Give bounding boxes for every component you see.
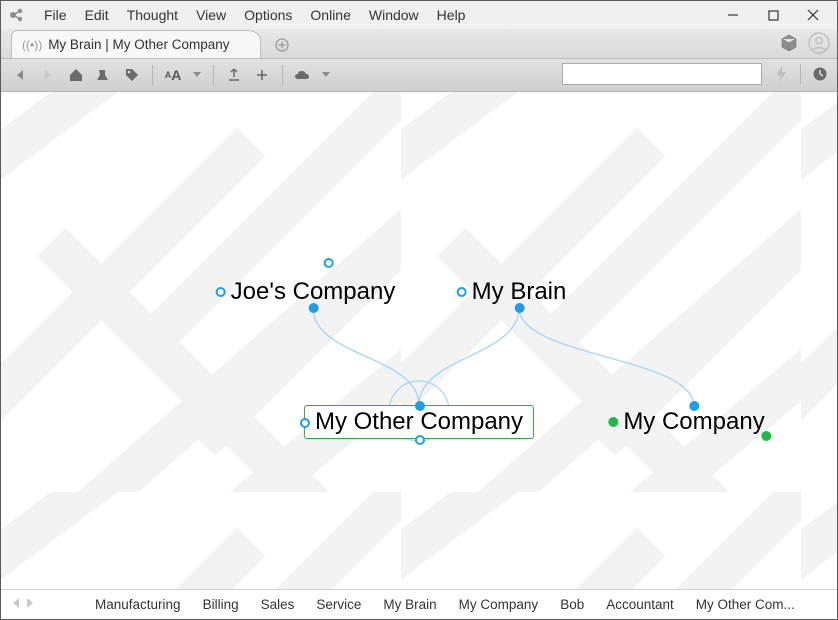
toolbar-separator — [282, 65, 283, 85]
node-port[interactable] — [216, 287, 226, 297]
node-port[interactable] — [457, 287, 467, 297]
menu-help[interactable]: Help — [428, 3, 475, 27]
node-port[interactable] — [689, 401, 699, 411]
search-input[interactable] — [563, 64, 761, 84]
menu-file[interactable]: File — [35, 3, 76, 27]
pins-bar: Manufacturing Billing Sales Service My Brain… — [1, 589, 837, 619]
tab-strip: ((•)) My Brain | My Other Company — [1, 29, 837, 59]
menu-online[interactable]: Online — [301, 3, 359, 27]
pin-item[interactable]: Billing — [203, 597, 239, 612]
node-port[interactable] — [415, 435, 425, 445]
pin-item[interactable]: Service — [316, 597, 361, 612]
close-button[interactable] — [793, 3, 833, 27]
nav-forward-button[interactable] — [37, 64, 59, 86]
menu-view[interactable]: View — [187, 3, 235, 27]
pins-forward-button[interactable] — [25, 597, 35, 612]
layout-expand-button[interactable] — [223, 64, 245, 86]
cloud-dropdown[interactable] — [320, 64, 332, 86]
pin-item[interactable]: My Brain — [383, 597, 436, 612]
toolbar-separator — [152, 65, 153, 85]
home-button[interactable] — [65, 64, 87, 86]
new-tab-button[interactable] — [269, 32, 295, 58]
instant-activate-button[interactable] — [770, 63, 792, 85]
menu-edit[interactable]: Edit — [76, 3, 118, 27]
node-port[interactable] — [514, 303, 524, 313]
pins-back-button[interactable] — [11, 597, 21, 612]
menu-options[interactable]: Options — [235, 3, 301, 27]
app-logo-icon — [7, 5, 27, 25]
pin-item[interactable]: My Other Com... — [696, 597, 795, 612]
search-box[interactable] — [562, 63, 762, 85]
menu-items: FileEditThoughtViewOptionsOnlineWindowHe… — [35, 3, 474, 27]
timeline-button[interactable] — [809, 63, 831, 85]
user-profile-icon[interactable] — [807, 31, 831, 55]
plex-canvas[interactable]: Joe's Company My Brain My Other Company My … — [1, 92, 837, 589]
text-size-button[interactable]: AA — [162, 64, 184, 86]
thought-node[interactable]: My Company — [613, 406, 774, 438]
menu-bar: FileEditThoughtViewOptionsOnlineWindowHe… — [1, 1, 837, 29]
thought-node[interactable]: My Brain — [462, 276, 577, 308]
cloud-button[interactable] — [292, 64, 314, 86]
thought-node[interactable]: Joe's Company — [221, 276, 406, 308]
toolbar: AA — [1, 59, 837, 92]
window-controls — [713, 1, 833, 29]
nav-back-button[interactable] — [9, 64, 31, 86]
minimize-button[interactable] — [713, 3, 753, 27]
thought-node[interactable]: My Other Company — [304, 405, 534, 439]
broadcast-icon: ((•)) — [22, 38, 42, 52]
menu-thought[interactable]: Thought — [118, 3, 187, 27]
node-port[interactable] — [608, 417, 618, 427]
menu-window[interactable]: Window — [360, 3, 428, 27]
maximize-button[interactable] — [753, 3, 793, 27]
node-port[interactable] — [415, 401, 425, 411]
toolbar-separator — [800, 64, 801, 84]
pin-button[interactable] — [93, 64, 115, 86]
box-icon[interactable] — [777, 31, 801, 55]
pin-item[interactable]: My Company — [459, 597, 539, 612]
active-tab[interactable]: ((•)) My Brain | My Other Company — [11, 30, 261, 58]
node-port[interactable] — [323, 258, 333, 268]
node-port[interactable] — [308, 303, 318, 313]
add-thought-button[interactable] — [251, 64, 273, 86]
tab-title: My Brain | My Other Company — [48, 37, 229, 52]
pin-item[interactable]: Sales — [261, 597, 295, 612]
pin-item[interactable]: Manufacturing — [95, 597, 181, 612]
toolbar-separator — [213, 65, 214, 85]
node-port[interactable] — [300, 418, 310, 428]
tag-button[interactable] — [121, 64, 143, 86]
canvas-background — [1, 92, 837, 589]
pin-item[interactable]: Bob — [560, 597, 584, 612]
dropdown-caret[interactable] — [190, 64, 204, 86]
pin-item[interactable]: Accountant — [606, 597, 674, 612]
